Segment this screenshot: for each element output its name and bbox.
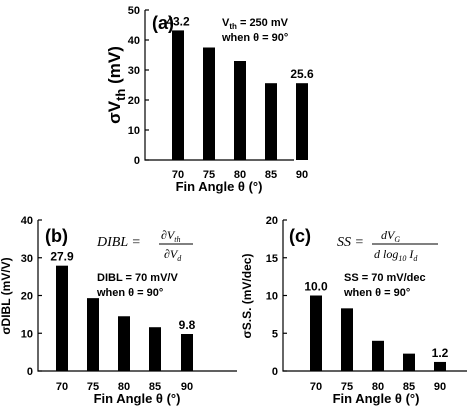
y-tick-label: 20 [21, 291, 33, 303]
panel-c-tag: (c) [289, 226, 311, 246]
panel-a-x-ticks: 70 75 80 85 90 [172, 169, 308, 181]
panel-b-y-ticks: 0 10 20 30 40 [21, 215, 42, 378]
x-tick-label: 75 [203, 169, 215, 181]
panel-a-y-ticks: 0 10 20 30 40 50 [128, 5, 149, 167]
panel-c-formula: SS = dVG d log10 Id [337, 228, 438, 263]
x-tick-label: 70 [310, 381, 322, 393]
bar-90 [181, 334, 193, 371]
panel-b-x-ticks: 70 75 80 85 90 [56, 381, 193, 393]
svg-text:DIBL =: DIBL = [96, 235, 141, 250]
y-tick-label: 10 [21, 328, 33, 340]
y-tick-label: 30 [21, 253, 33, 265]
panel-c: 0 5 10 15 20 70 75 80 85 90 10.0 1.2 (c) SS = dVG… [240, 215, 467, 406]
bar-85 [403, 353, 415, 371]
bar-80 [234, 61, 246, 160]
data-label: 10.0 [304, 280, 328, 294]
bar-75 [203, 47, 215, 160]
panel-c-y-ticks: 0 5 10 15 20 [266, 215, 287, 378]
panel-a: 0 10 20 30 40 50 70 75 80 85 90 43.2 25.6 (a) Vth … [105, 5, 314, 194]
panel-a-annotation-2: when θ = 90° [221, 32, 288, 44]
panel-c-x-ticks: 70 75 80 85 90 [310, 381, 446, 393]
data-label: 25.6 [290, 67, 314, 81]
panel-a-ylabel: σVth (mV) [105, 46, 128, 124]
panel-c-bars [310, 295, 446, 371]
bar-85 [149, 327, 161, 371]
bar-75 [87, 298, 99, 371]
panel-a-tag: (a) [152, 13, 174, 33]
panel-b-xlabel: Fin Angle θ (°) [94, 391, 181, 406]
panel-b-formula: DIBL = ∂Vth ∂Vd [96, 228, 193, 263]
bar-70 [56, 265, 68, 371]
x-tick-label: 85 [149, 381, 161, 393]
x-tick-label: 90 [181, 381, 193, 393]
x-tick-label: 90 [296, 169, 308, 181]
y-tick-label: 0 [134, 155, 140, 167]
panel-a-data-labels: 43.2 25.6 [166, 14, 314, 81]
panel-b: 0 10 20 30 40 70 75 80 85 90 27.9 9.8 (b) DIBL = … [0, 215, 237, 406]
panel-b-annotation-2: when θ = 90° [96, 287, 163, 299]
x-tick-label: 85 [403, 381, 415, 393]
bar-80 [372, 340, 384, 371]
bar-80 [118, 316, 130, 371]
y-tick-label: 0 [272, 366, 278, 378]
panel-a-bars [172, 30, 308, 161]
y-tick-label: 30 [128, 65, 140, 77]
x-tick-label: 85 [265, 169, 277, 181]
panel-c-xlabel: Fin Angle θ (°) [333, 391, 420, 406]
panel-b-bars [56, 265, 193, 371]
x-tick-label: 80 [372, 381, 384, 393]
y-tick-label: 5 [272, 328, 278, 340]
panel-c-formula-num: dVG [381, 228, 400, 244]
x-tick-label: 70 [172, 169, 184, 181]
bar-90 [434, 361, 446, 371]
x-tick-label: 70 [56, 381, 68, 393]
y-tick-label: 0 [27, 366, 33, 378]
panel-b-formula-num: ∂Vth [161, 228, 181, 244]
panel-b-ylabel: σDIBL (mV/V) [0, 257, 13, 334]
y-tick-label: 40 [21, 215, 33, 227]
y-tick-label: 50 [128, 5, 140, 17]
bar-75 [341, 308, 353, 371]
x-tick-label: 75 [341, 381, 353, 393]
panel-b-annotation: DIBL = 70 mV/V [97, 272, 178, 284]
panel-b-formula-den: ∂Vd [164, 247, 182, 263]
data-label: 1.2 [432, 346, 449, 360]
y-tick-label: 15 [266, 253, 278, 265]
data-label: 9.8 [179, 318, 196, 332]
bar-90 [296, 83, 308, 160]
y-tick-label: 20 [266, 215, 278, 227]
y-tick-label: 40 [128, 35, 140, 47]
data-label: 27.9 [50, 250, 74, 264]
bar-85 [265, 83, 277, 160]
y-tick-label: 10 [266, 291, 278, 303]
panel-c-data-labels: 10.0 1.2 [304, 280, 448, 360]
panel-c-annotation-2: when θ = 90° [343, 287, 410, 299]
bar-70 [172, 30, 184, 161]
x-tick-label: 80 [234, 169, 246, 181]
panel-b-data-labels: 27.9 9.8 [50, 250, 195, 332]
x-tick-label: 80 [118, 381, 130, 393]
panel-c-ylabel: σS.S. (mV/dec) [240, 254, 254, 339]
panel-c-formula-den: d log10 Id [374, 247, 418, 263]
svg-text:SS =: SS = [337, 235, 364, 250]
x-tick-label: 75 [87, 381, 99, 393]
bar-70 [310, 295, 322, 371]
panel-b-tag: (b) [45, 226, 68, 246]
y-tick-label: 20 [128, 95, 140, 107]
panel-c-annotation: SS = 70 mV/dec [344, 272, 426, 284]
x-tick-label: 90 [434, 381, 446, 393]
data-label: 43.2 [166, 14, 190, 28]
y-tick-label: 10 [128, 125, 140, 137]
panel-a-annotation: Vth = 250 mV [222, 17, 289, 31]
panel-a-xlabel: Fin Angle θ (°) [176, 179, 263, 194]
